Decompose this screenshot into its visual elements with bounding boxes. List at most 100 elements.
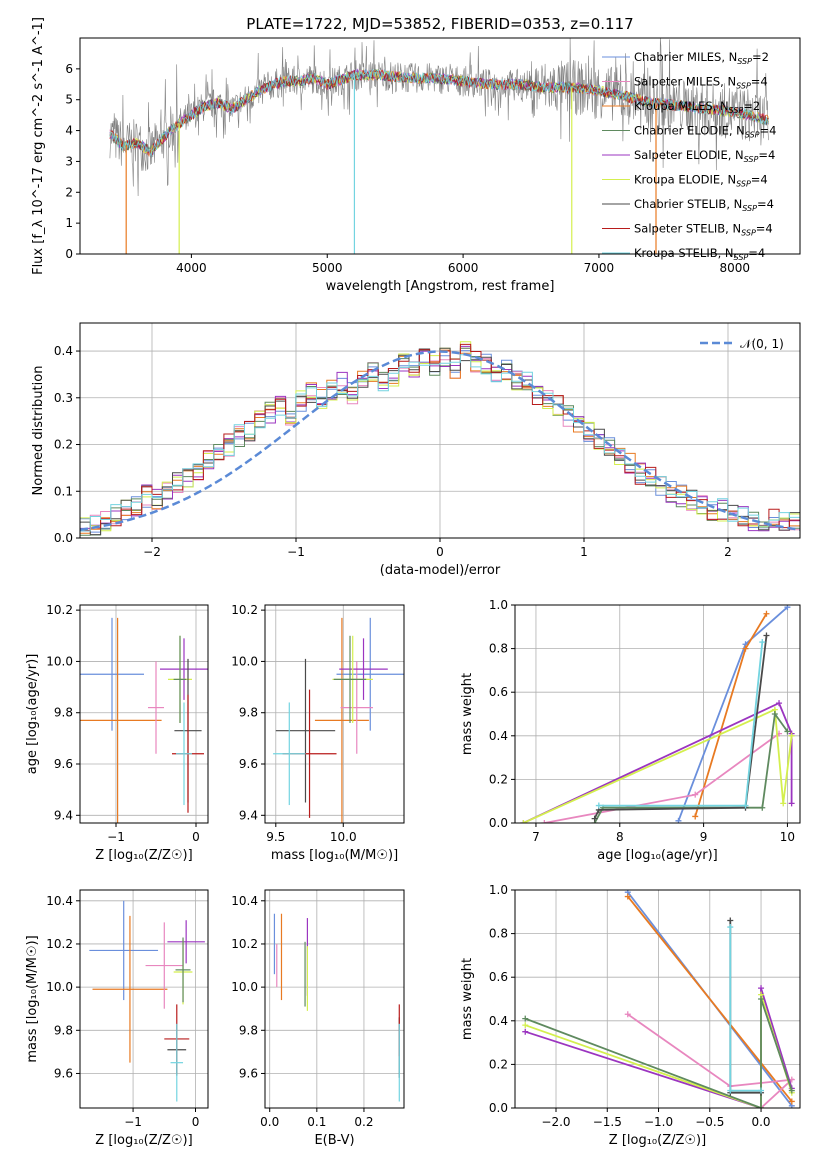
weight-marker-salpeter_miles <box>624 1011 631 1018</box>
weight-marker-salpeter_miles <box>541 820 548 823</box>
axes-frame <box>79 889 209 1109</box>
weight-marker-kroupa_elodie <box>522 1022 529 1029</box>
y-tick-label: 9.6 <box>54 1066 73 1080</box>
y-tick-label: 0.1 <box>54 484 73 498</box>
x-tick-label: −2.0 <box>541 1115 570 1129</box>
weight-marker-kroupa_miles <box>692 813 699 820</box>
y-tick-label: 9.8 <box>239 1023 258 1037</box>
histogram-kroupa_stelib <box>80 354 800 532</box>
weight-line-chabrier_elodie <box>593 711 789 823</box>
weight-marker-chabrier_stelib <box>591 815 598 822</box>
chart-age_vs_mass: 9.5 10.0 9.4 9.6 9.8 10.0 10.2 mass [log₁₀(M/M☉… <box>231 603 405 863</box>
model-spectrum-salpeter_stelib <box>109 70 769 157</box>
y-tick-label: 10.4 <box>231 894 258 908</box>
weight-marker-chabrier_elodie <box>788 1087 795 1094</box>
x-axis-label: Z [log₁₀(Z/Z☉)] <box>95 1133 192 1148</box>
plot-area <box>80 341 800 536</box>
y-tick-label: 10.0 <box>46 980 73 994</box>
plot-area <box>89 900 205 1102</box>
weight-marker-kroupa_elodie <box>788 732 795 739</box>
y-tick-label: 1 <box>65 216 73 230</box>
x-axis-label: (data-model)/error <box>380 563 501 578</box>
x-axis-label: Z [log₁₀(Z/Z☉)] <box>609 1133 706 1148</box>
y-tick-label: 0.6 <box>489 970 508 984</box>
x-tick-label: 10.0 <box>330 830 357 844</box>
y-tick-label: 0.4 <box>489 1014 508 1028</box>
x-tick-label: −1 <box>287 545 305 559</box>
weight-line-kroupa_stelib <box>729 927 761 1092</box>
y-tick-label: 0.6 <box>489 685 508 699</box>
y-tick-label: 9.6 <box>54 757 73 771</box>
y-tick-label: 0.4 <box>489 729 508 743</box>
x-axis-label: mass [log₁₀(M/M☉)] <box>271 848 398 863</box>
y-tick-label: 3 <box>65 154 73 168</box>
y-tick-label: 10.2 <box>46 603 73 617</box>
model-spectrum-kroupa_stelib <box>109 68 769 158</box>
x-tick-label: 4000 <box>176 261 207 275</box>
x-tick-label: 7 <box>532 830 540 844</box>
normal-curve <box>80 350 800 532</box>
plot-area <box>522 890 795 1108</box>
chart-mass_vs_ebv: 0.0 0.1 0.2 9.6 9.8 10.0 10.2 10.4 E(B-V) <box>231 889 405 1148</box>
y-tick-label: 10.0 <box>231 654 258 668</box>
observed-spectrum <box>109 38 769 197</box>
chart-weight_vs_Z: −2.0 −1.5 −1.0 −0.5 0.0 0.0 0.2 0.4 0.6 0.8 1.0 Z [… <box>460 883 801 1148</box>
x-tick-label: 10 <box>780 830 795 844</box>
legend-label-kroupa_miles: Kroupa MILES, NSSP=2 <box>634 99 760 115</box>
x-tick-label: 0.0 <box>751 1115 770 1129</box>
weight-line-salpeter_elodie <box>523 701 793 823</box>
x-tick-label: 0.2 <box>354 1115 373 1129</box>
x-tick-label: 8 <box>616 830 624 844</box>
legend-label-kroupa_stelib: Kroupa STELIB, NSSP=4 <box>634 246 765 262</box>
x-tick-label: 8000 <box>720 261 751 275</box>
legend-label-normal: 𝒩(0, 1) <box>740 337 784 351</box>
y-tick-label: 9.8 <box>54 1023 73 1037</box>
weight-marker-kroupa_miles <box>763 610 770 617</box>
weight-marker-kroupa_stelib <box>595 802 602 809</box>
weight-marker-salpeter_elodie <box>788 800 795 807</box>
plot-area <box>520 605 795 823</box>
x-tick-label: 0 <box>436 545 444 559</box>
x-tick-label: −1 <box>124 1115 142 1129</box>
y-axis-label: Normed distribution <box>31 366 46 496</box>
y-tick-label: 0.2 <box>54 438 73 452</box>
y-tick-label: 6 <box>65 62 73 76</box>
y-tick-label: 0.0 <box>489 1101 508 1115</box>
x-axis-label: age [log₁₀(age/yr)] <box>597 848 718 863</box>
y-tick-label: 9.4 <box>54 808 73 822</box>
weight-marker-chabrier_elodie <box>771 711 778 717</box>
chart-mass_vs_Z: −1 0 9.6 9.8 10.0 10.2 10.4 Z [log₁₀(Z/Z☉)] mass… <box>25 889 209 1148</box>
y-tick-label: 0 <box>65 247 73 261</box>
weight-line-kroupa_miles <box>627 895 793 1103</box>
x-tick-label: −2 <box>143 545 161 559</box>
weight-marker-kroupa_stelib <box>758 1087 765 1094</box>
y-tick-label: 5 <box>65 93 73 107</box>
y-tick-label: 0.8 <box>489 927 508 941</box>
y-tick-label: 0.0 <box>54 531 73 545</box>
weight-line-chabrier_stelib <box>593 635 768 819</box>
axes-frame <box>79 37 801 255</box>
weight-marker-salpeter_elodie <box>758 985 765 992</box>
legend-label-salpeter_stelib: Salpeter STELIB, NSSP=4 <box>634 222 773 238</box>
x-tick-label: 7000 <box>584 261 615 275</box>
y-tick-label: 0.0 <box>489 816 508 830</box>
plot-area <box>109 38 769 254</box>
x-tick-label: 1 <box>580 545 588 559</box>
y-tick-label: 0.2 <box>489 1057 508 1071</box>
chart-residuals: 𝒩(0, 1) −2 −1 0 1 2 0.0 0.1 0.2 0.3 0.4 (data-model… <box>31 322 801 578</box>
axes-frame <box>514 889 801 1109</box>
weight-marker-salpeter_miles <box>692 791 699 798</box>
legend-label-kroupa_elodie: Kroupa ELODIE, NSSP=4 <box>634 173 768 189</box>
weight-marker-chabrier_elodie <box>758 996 765 1002</box>
legend-label-salpeter_elodie: Salpeter ELODIE, NSSP=4 <box>634 148 775 164</box>
weight-marker-kroupa_stelib <box>759 639 766 646</box>
weight-marker-kroupa_elodie <box>520 820 527 823</box>
weight-line-chabrier_stelib <box>729 920 761 1094</box>
x-axis-label: wavelength [Angstrom, rest frame] <box>326 279 555 294</box>
weight-marker-chabrier_stelib <box>763 632 770 639</box>
y-tick-label: 1.0 <box>489 598 508 612</box>
weight-marker-kroupa_miles <box>788 1098 795 1105</box>
y-tick-label: 10.2 <box>46 937 73 951</box>
weight-marker-kroupa_elodie <box>780 800 787 807</box>
chart-age_vs_Z: −1 0 9.4 9.6 9.8 10.0 10.2 Z [log₁₀(Z/Z☉)] age [… <box>25 603 209 863</box>
